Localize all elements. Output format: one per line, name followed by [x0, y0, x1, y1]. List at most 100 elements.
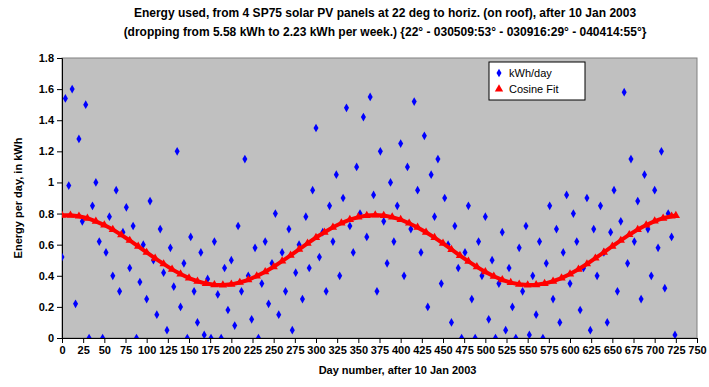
- tick-mark: [401, 338, 402, 343]
- marker: [532, 280, 540, 287]
- marker: [388, 178, 393, 187]
- marker: [617, 236, 625, 243]
- marker: [507, 264, 512, 273]
- tick-label: 575: [540, 344, 558, 356]
- marker: [361, 113, 366, 122]
- tick-label: 225: [244, 344, 262, 356]
- tick: 675: [625, 338, 643, 356]
- marker: [127, 264, 132, 273]
- tick: 75: [120, 338, 132, 356]
- marker: [330, 237, 335, 246]
- tick-mark: [507, 338, 508, 343]
- marker: [651, 216, 659, 223]
- marker: [266, 299, 271, 308]
- marker: [144, 295, 149, 304]
- title: Energy used, from 4 SP75 solar PV panels…: [134, 6, 636, 20]
- marker: [385, 259, 390, 268]
- marker: [547, 201, 552, 210]
- legend-symbol: [495, 84, 503, 91]
- marker: [425, 303, 430, 312]
- marker: [456, 264, 461, 273]
- marks: [62, 85, 680, 338]
- marker: [605, 318, 610, 327]
- tick: 500: [477, 338, 495, 356]
- tick-mark: [57, 120, 62, 121]
- marker: [168, 243, 173, 252]
- marker: [584, 194, 589, 203]
- tick-mark: [210, 338, 211, 343]
- tick-label: 0.4: [39, 270, 55, 282]
- marker: [232, 321, 237, 330]
- tick: 425: [413, 338, 431, 356]
- marker: [507, 278, 515, 285]
- marker: [473, 334, 478, 338]
- marker: [62, 210, 66, 217]
- marker: [295, 245, 303, 252]
- tick-label: 0.8: [39, 208, 54, 220]
- marker: [107, 212, 112, 221]
- tick-label: 475: [455, 344, 473, 356]
- marker: [662, 284, 667, 293]
- marker: [363, 211, 371, 218]
- marker: [537, 237, 542, 246]
- tick: 550: [519, 338, 537, 356]
- marker: [574, 237, 579, 246]
- tick-mark: [612, 338, 613, 343]
- tick-mark: [57, 338, 62, 339]
- marker: [503, 326, 508, 335]
- marker: [290, 326, 295, 335]
- legend-item: kWh/day: [496, 67, 552, 79]
- marker: [534, 310, 539, 319]
- tick: 600: [561, 338, 579, 356]
- marker: [242, 155, 247, 164]
- marker: [549, 276, 557, 283]
- marker: [402, 271, 407, 280]
- tick-mark: [168, 338, 169, 343]
- tick-label: 150: [180, 344, 198, 356]
- marker: [413, 223, 421, 230]
- marker: [126, 236, 134, 243]
- marker: [137, 278, 142, 287]
- marker: [219, 280, 227, 287]
- marker: [397, 215, 405, 222]
- tick: 0: [48, 332, 62, 344]
- tick-label: 125: [159, 344, 177, 356]
- tick: 750: [688, 338, 706, 356]
- tick: 100: [138, 338, 156, 356]
- marker: [422, 227, 430, 234]
- axis-line: [57, 59, 63, 339]
- marker: [493, 334, 498, 338]
- marker: [540, 334, 545, 338]
- tick-mark: [57, 89, 62, 90]
- marker: [442, 194, 447, 203]
- marker: [415, 186, 420, 195]
- tick: 400: [392, 338, 410, 356]
- series: [62, 210, 680, 287]
- marker: [134, 242, 142, 249]
- marker: [378, 147, 383, 156]
- marker: [642, 170, 647, 179]
- marker: [380, 211, 388, 218]
- marker: [517, 243, 522, 252]
- tick-label: 425: [413, 344, 431, 356]
- marker: [566, 269, 574, 276]
- marker: [181, 259, 186, 268]
- marker: [561, 248, 566, 257]
- marker: [608, 241, 616, 248]
- marker: [278, 256, 286, 263]
- tick-mark: [549, 338, 550, 343]
- marker: [371, 210, 379, 217]
- tick: 525: [498, 338, 516, 356]
- marker: [405, 163, 410, 172]
- marker: [452, 222, 457, 231]
- tick: 700: [646, 338, 664, 356]
- marker: [83, 100, 88, 109]
- marker: [635, 197, 640, 206]
- marker: [92, 217, 100, 224]
- marker: [208, 334, 213, 338]
- marker: [159, 259, 167, 266]
- marker: [510, 303, 515, 312]
- marker: [520, 287, 525, 296]
- marker: [634, 225, 642, 232]
- series: [62, 85, 678, 338]
